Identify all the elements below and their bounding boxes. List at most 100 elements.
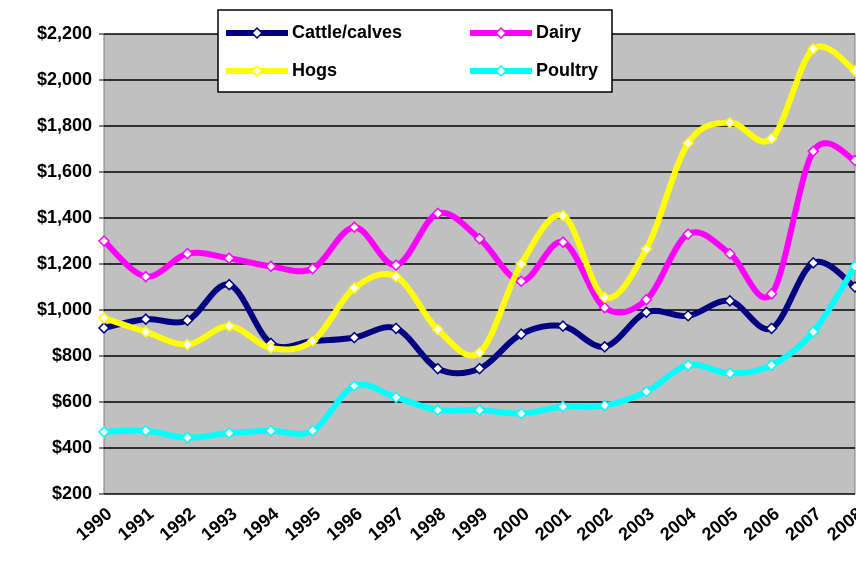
- series-line: [101, 140, 856, 316]
- data-point: [181, 431, 194, 444]
- x-tick-label: 2002: [573, 503, 617, 544]
- data-point: [807, 42, 820, 56]
- x-tick-label: 1992: [156, 503, 200, 544]
- x-tick-label: 2004: [656, 503, 700, 544]
- x-tick-label: 1993: [197, 503, 241, 544]
- data-point: [723, 367, 736, 380]
- data-point: [139, 270, 152, 283]
- data-point: [682, 309, 695, 322]
- data-point: [598, 399, 611, 412]
- y-tick-label: $2,000: [37, 69, 92, 89]
- data-point: [97, 321, 111, 335]
- data-point: [807, 256, 820, 269]
- data-point: [389, 391, 403, 404]
- data-point: [515, 257, 528, 271]
- x-tick-label: 1995: [281, 503, 325, 544]
- y-tick-label: $1,800: [37, 115, 92, 135]
- y-tick-label: $1,400: [37, 207, 92, 227]
- data-point: [556, 400, 570, 413]
- data-point: [515, 328, 528, 341]
- x-tick-label: 1998: [406, 503, 450, 544]
- data-point: [473, 362, 486, 375]
- legend-marker: [494, 26, 508, 40]
- data-point: [348, 282, 361, 295]
- y-tick-label: $1,600: [37, 161, 92, 181]
- y-tick-label: $1,200: [37, 253, 92, 273]
- data-point: [765, 322, 778, 335]
- data-point: [139, 424, 152, 437]
- data-point: [97, 311, 111, 325]
- data-point: [515, 275, 528, 288]
- data-point: [431, 403, 444, 417]
- x-tick-label: 1994: [239, 503, 283, 544]
- data-point: [223, 278, 236, 291]
- data-point: [306, 262, 319, 275]
- data-point: [723, 116, 736, 129]
- data-point: [139, 313, 152, 326]
- data-point: [682, 137, 695, 150]
- data-point: [389, 322, 403, 335]
- x-tick-label: 1997: [364, 503, 408, 544]
- data-point: [682, 228, 695, 241]
- data-point: [848, 260, 856, 273]
- data-point: [348, 331, 361, 344]
- data-point: [556, 320, 570, 333]
- y-tick-label: $400: [52, 437, 92, 457]
- x-tick-label: 1996: [322, 503, 366, 544]
- data-point: [640, 385, 653, 398]
- data-point: [807, 325, 820, 338]
- x-tick-label: 2003: [614, 503, 658, 544]
- data-point: [97, 234, 111, 248]
- legend-marker: [250, 26, 264, 40]
- data-point: [807, 145, 820, 158]
- y-tick-label: $2,200: [37, 23, 92, 43]
- y-tick-label: $200: [52, 483, 92, 503]
- data-point: [139, 325, 152, 338]
- x-tick-label: 1991: [114, 503, 158, 544]
- data-point: [640, 306, 653, 319]
- data-point: [848, 280, 856, 294]
- data-point: [264, 424, 277, 437]
- x-tick-label: 2007: [781, 503, 825, 544]
- x-tick-label: 2000: [489, 503, 533, 544]
- data-point: [473, 232, 486, 245]
- data-point: [765, 359, 778, 372]
- x-tick-label: 1999: [448, 503, 492, 544]
- legend-label: Poultry: [536, 60, 598, 80]
- data-point: [765, 132, 778, 145]
- data-point: [348, 379, 361, 392]
- data-point: [431, 362, 444, 375]
- data-point: [264, 341, 277, 355]
- data-point: [306, 424, 319, 437]
- legend-box: [217, 9, 613, 93]
- data-point: [431, 207, 444, 220]
- data-point: [598, 291, 611, 304]
- data-point: [723, 294, 736, 307]
- x-tick-label: 2001: [531, 503, 575, 544]
- x-tick-label: 2005: [698, 503, 742, 544]
- legend-marker: [250, 64, 264, 78]
- legend-marker: [494, 64, 508, 78]
- data-point: [389, 259, 403, 272]
- y-tick-label: $600: [52, 391, 92, 411]
- x-tick-label: 2008: [823, 503, 856, 544]
- y-tick-label: $1,000: [37, 299, 92, 319]
- data-point: [389, 270, 403, 283]
- y-tick-label: $800: [52, 345, 92, 365]
- data-point: [598, 340, 611, 353]
- data-point: [556, 236, 570, 249]
- legend-label: Hogs: [292, 60, 337, 80]
- data-point: [431, 323, 444, 336]
- data-point: [223, 426, 236, 440]
- x-tick-label: 1990: [72, 503, 116, 544]
- data-point: [473, 346, 486, 359]
- legend-label: Dairy: [536, 22, 581, 42]
- data-point: [264, 260, 277, 273]
- data-point: [598, 301, 611, 314]
- data-point: [765, 287, 778, 300]
- data-point: [181, 247, 194, 260]
- data-point: [181, 338, 194, 351]
- data-point: [556, 209, 570, 222]
- data-point: [306, 334, 319, 348]
